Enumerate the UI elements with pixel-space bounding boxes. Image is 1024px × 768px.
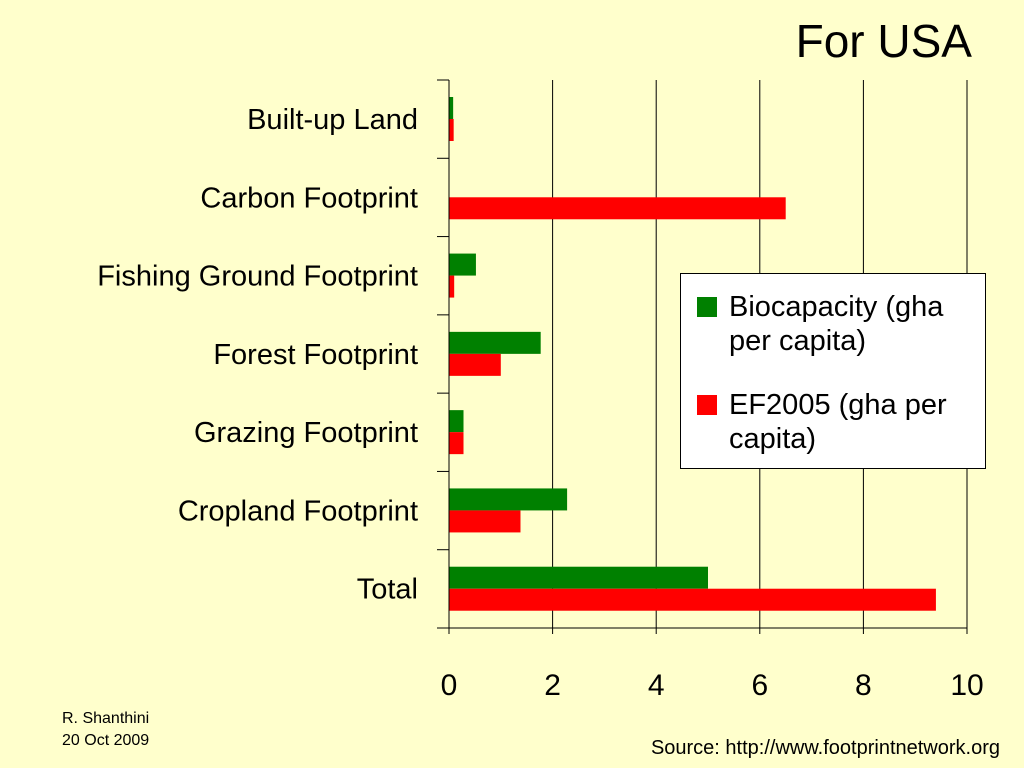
legend-item-ef2005: EF2005 (gha per capita) xyxy=(697,388,979,456)
category-label-total: Total xyxy=(357,574,418,606)
x-tick-label-4: 4 xyxy=(648,669,665,702)
x-tick-label-8: 8 xyxy=(855,669,872,702)
bar-ef2005-forest-footprint xyxy=(449,353,501,376)
category-label-carbon-footprint: Carbon Footprint xyxy=(200,182,418,214)
legend-label-biocapacity: Biocapacity (gha per capita) xyxy=(729,291,944,357)
category-label-cropland-footprint: Cropland Footprint xyxy=(178,495,418,527)
bar-ef2005-carbon-footprint xyxy=(449,197,786,220)
bar-biocapacity-grazing-footprint xyxy=(449,410,464,433)
bar-ef2005-fishing-ground-footprint xyxy=(449,275,455,298)
category-label-grazing-footprint: Grazing Footprint xyxy=(194,417,418,449)
category-label-forest-footprint: Forest Footprint xyxy=(213,339,418,371)
legend-label-ef2005: EF2005 (gha per capita) xyxy=(729,389,947,455)
bar-ef2005-cropland-footprint xyxy=(449,510,521,533)
bar-biocapacity-fishing-ground-footprint xyxy=(449,253,476,276)
author-name: R. Shanthini xyxy=(62,710,150,727)
author-date: 20 Oct 2009 xyxy=(62,732,150,749)
bar-biocapacity-built-up-land xyxy=(449,97,454,119)
legend-swatch-ef2005 xyxy=(697,395,717,415)
bar-ef2005-grazing-footprint xyxy=(449,432,464,455)
legend-item-biocapacity: Biocapacity (gha per capita) xyxy=(697,290,979,358)
category-label-built-up-land: Built-up Land xyxy=(247,104,418,136)
legend-swatch-biocapacity xyxy=(697,297,717,317)
chart-title: For USA xyxy=(795,15,972,67)
x-tick-label-10: 10 xyxy=(950,669,983,702)
bar-ef2005-total xyxy=(449,588,936,611)
category-label-fishing-ground-footprint: Fishing Ground Footprint xyxy=(97,261,418,293)
bar-ef2005-built-up-land xyxy=(449,119,454,141)
bar-biocapacity-total xyxy=(449,566,708,589)
chart-legend: Biocapacity (gha per capita) EF2005 (gha… xyxy=(680,273,986,469)
x-tick-label-2: 2 xyxy=(544,669,561,702)
bar-biocapacity-cropland-footprint xyxy=(449,488,568,511)
x-tick-label-0: 0 xyxy=(441,669,458,702)
source-credit: Source: http://www.footprintnetwork.org xyxy=(650,737,1000,759)
author-credit: R. Shanthini 20 Oct 2009 xyxy=(62,708,149,752)
x-tick-label-6: 6 xyxy=(751,669,768,702)
bar-biocapacity-forest-footprint xyxy=(449,331,541,354)
